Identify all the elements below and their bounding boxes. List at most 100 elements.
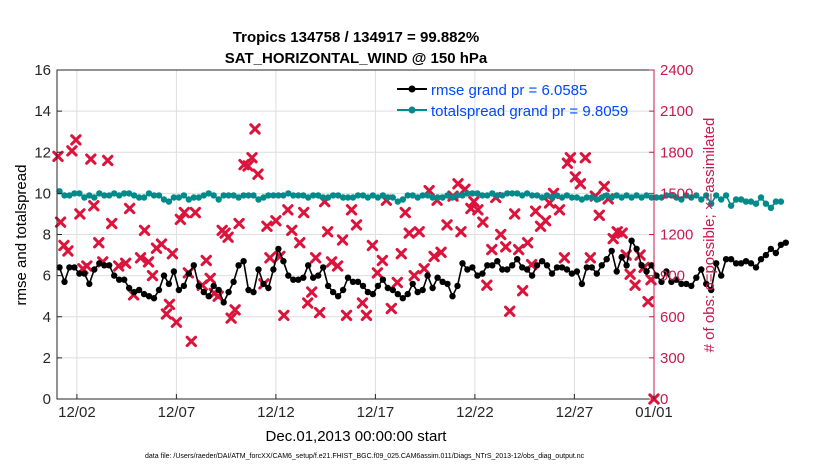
obs-assimilated-marker xyxy=(360,309,373,322)
totalspread-point xyxy=(145,190,153,197)
obs-assimilated-marker xyxy=(468,195,480,208)
rmse-point xyxy=(96,260,103,267)
totalspread-point xyxy=(66,192,73,199)
rmse-point xyxy=(732,260,740,267)
obs-assimilated-marker xyxy=(616,227,628,239)
rmse-point xyxy=(782,239,789,246)
totalspread-point xyxy=(270,192,277,199)
obs-assimilated-marker xyxy=(598,180,610,193)
obs-assimilated-marker xyxy=(486,243,498,256)
totalspread-point xyxy=(643,192,650,199)
rmse-point xyxy=(514,256,521,263)
rmse-point xyxy=(703,280,710,288)
rmse-point xyxy=(344,274,352,281)
rmse-point xyxy=(504,266,511,273)
rmse-point xyxy=(111,272,118,279)
rmse-point xyxy=(91,266,98,273)
obs-assimilated-marker xyxy=(340,309,353,322)
rmse-point xyxy=(553,264,561,271)
totalspread-point xyxy=(683,192,690,199)
totalspread-point xyxy=(618,194,625,201)
legend-spread-label: totalspread grand pr = 9.8059 xyxy=(431,103,628,120)
rmse-point xyxy=(439,278,446,285)
chart-title: Tropics 134758 / 134917 = 99.882% xyxy=(233,29,479,46)
rmse-point xyxy=(255,266,262,273)
rmse-point xyxy=(130,288,138,296)
totalspread-point xyxy=(429,194,436,201)
obs-assimilated-marker xyxy=(246,152,258,164)
rmse-point xyxy=(722,256,730,263)
obs-assimilated-marker xyxy=(119,257,132,269)
totalspread-point xyxy=(81,194,88,201)
obs-assimilated-marker xyxy=(106,217,118,230)
obs-assimilated-marker xyxy=(435,246,447,259)
obs-assimilated-marker xyxy=(512,243,525,256)
legend-spread-marker xyxy=(408,106,416,114)
rmse-point xyxy=(270,266,277,273)
totalspread-point xyxy=(528,192,536,199)
rmse-point xyxy=(245,286,252,294)
obs-assimilated-marker xyxy=(564,152,577,164)
obs-assimilated-marker xyxy=(233,217,245,230)
rmse-point xyxy=(713,260,720,267)
totalspread-point xyxy=(215,196,222,203)
obs-assimilated-marker xyxy=(418,263,430,275)
obs-assimilated-marker xyxy=(70,134,82,146)
rmse-point xyxy=(668,278,675,285)
obs-assimilated-marker xyxy=(185,335,198,348)
rmse-point xyxy=(598,262,605,269)
rmse-point xyxy=(608,247,615,255)
totalspread-point xyxy=(349,194,357,201)
totalspread-point xyxy=(150,192,158,199)
obs-assimilated-marker xyxy=(371,267,384,279)
obs-assimilated-marker xyxy=(558,252,571,264)
totalspread-point xyxy=(91,194,98,201)
obs-assimilated-marker xyxy=(302,297,314,309)
obs-assimilated-marker xyxy=(88,200,100,212)
totalspread-point xyxy=(374,194,382,201)
rmse-point xyxy=(533,262,541,269)
y2-axis-label: # of obs: o=possible; ×=assimilated xyxy=(701,118,718,353)
rmse-point xyxy=(220,299,227,306)
rmse-point xyxy=(384,284,391,292)
rmse-point xyxy=(464,266,471,273)
obs-assimilated-marker xyxy=(376,254,389,267)
rmse-point xyxy=(543,262,551,269)
totalspread-point xyxy=(444,192,451,199)
obs-assimilated-marker xyxy=(495,228,507,241)
obs-assimilated-marker xyxy=(413,226,425,238)
totalspread-point xyxy=(71,190,78,197)
rmse-point xyxy=(106,262,113,269)
totalspread-point xyxy=(389,194,396,201)
y2-tick-label: 2100 xyxy=(660,103,693,120)
obs-assimilated-marker xyxy=(408,269,420,282)
totalspread-point xyxy=(419,192,426,199)
legend: rmse grand pr = 6.0585 totalspread grand… xyxy=(397,82,628,120)
rmse-point xyxy=(663,268,670,275)
obs-assimilated-marker xyxy=(74,208,86,220)
legend-rmse-marker xyxy=(408,85,416,93)
rmse-point xyxy=(693,274,700,281)
obs-assimilated-marker xyxy=(579,152,592,164)
obs-assimilated-marker xyxy=(607,232,619,245)
obs-assimilated-marker xyxy=(298,206,310,219)
rmse-point xyxy=(379,276,387,283)
totalspread-point xyxy=(245,192,252,199)
rmse-point xyxy=(76,270,83,277)
obs-assimilated-marker xyxy=(225,312,237,324)
x-tick-label: 01/01 xyxy=(635,404,673,421)
totalspread-point xyxy=(519,192,526,199)
totalspread-point xyxy=(116,192,123,199)
totalspread-point xyxy=(210,192,217,199)
rmse-point xyxy=(638,262,645,269)
obs-assimilated-marker xyxy=(123,202,136,215)
rmse-point xyxy=(320,264,327,271)
totalspread-point xyxy=(220,192,227,199)
rmse-point xyxy=(588,264,595,271)
obs-assimilated-marker xyxy=(428,250,440,263)
rmse-point xyxy=(434,274,441,281)
obs-assimilated-marker xyxy=(170,316,183,328)
x-tick-label: 12/17 xyxy=(357,404,395,421)
totalspread-point xyxy=(464,190,471,197)
